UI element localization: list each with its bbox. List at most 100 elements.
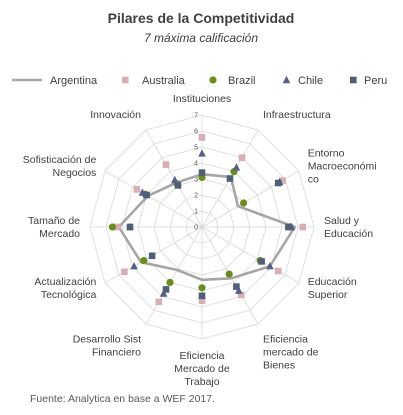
r-tick-label: 0 [194,225,198,232]
point-australia-sofisticacion-de-negocios [133,186,141,193]
category-label-line: Entorno [308,147,345,159]
radar-grid [89,114,315,340]
category-label-eficiencia-mercado-de-bienes: Eficiencia mercado de Bienes [263,333,319,371]
series-australia [113,134,307,306]
point-peru-tamano-de-mercado [126,223,134,231]
category-label-line: Eficiencia [263,333,308,345]
spoke-sofisticacion-de-negocios [104,170,203,228]
point-australia-desarrollo-sist-financiero [155,298,163,306]
category-label-line: Desarrollo Sist [73,333,141,345]
point-brazil-actualizacion-tecnologica [140,257,148,265]
category-label-line: co [308,173,319,185]
point-brazil-eficiencia-mercado-de-trabajo [198,284,206,292]
point-brazil-eficiencia-mercado-de-bienes [225,270,233,278]
category-label-line: Tamaño de [28,215,80,227]
source-footer: Fuente: Analytica en base a WEF 2017. [30,393,215,405]
point-australia-actualizacion-tecnologica [121,268,128,276]
category-label-line: mercado de [263,346,319,358]
point-australia-eficiencia-mercado-de-bienes [237,291,245,299]
category-label-infraestructura: Infraestructura [263,109,331,121]
point-peru-instituciones [198,169,206,176]
r-tick-label: 5 [194,145,198,152]
point-peru-salud-y-educacion [285,223,292,231]
r-tick-label: 2 [194,193,198,200]
legend: Argentina Australia Brazil Chile Peru [12,75,387,87]
point-chile-actualizacion-tecnologica [130,262,138,270]
category-label-line: Mercado [39,228,80,240]
r-tick-label: 6 [194,129,198,136]
series-layer [108,134,307,306]
point-australia-instituciones [198,134,206,141]
category-label-line: Instituciones [173,93,231,105]
point-peru-sofisticacion-de-negocios [143,191,150,199]
point-australia-infraestructura [238,154,246,161]
point-brazil-entorno-macroeconomico [240,199,248,207]
category-label-line: Superior [308,289,348,301]
category-label-line: Mercado de [174,363,230,375]
point-australia-educacion-superior [274,267,282,275]
legend-label: Chile [298,75,323,87]
point-chile-instituciones [198,149,206,157]
point-australia-tamano-de-mercado [113,223,121,231]
legend-label: Argentina [50,75,98,87]
category-label-desarrollo-sist-financiero: Desarrollo Sist Financiero [73,333,141,358]
point-chile-desarrollo-sist-financiero [159,289,168,297]
chart-title: Pilares de la Competitividad [108,10,295,26]
category-labels: Instituciones Infraestructura Entorno Macro… [23,93,377,388]
legend-item-brazil: Brazil [209,75,256,87]
category-label-entorno-macroeconomico: Entorno Macroeconómi co [308,147,377,185]
r-tick-label: 3 [194,177,198,184]
legend-swatch [122,76,129,84]
point-chile-innovacion [171,175,179,184]
legend-item-peru: Peru [350,75,387,87]
series-chile [126,149,296,299]
category-label-tamano-de-mercado: Tamaño de Mercado [28,215,80,240]
category-label-line: Bienes [263,359,295,371]
legend-swatch [209,76,217,84]
legend-item-australia: Australia [122,75,186,87]
legend-item-chile: Chile [282,75,323,87]
legend-item-argentina: Argentina [12,75,98,87]
category-label-line: Innovación [90,109,141,121]
category-label-line: Infraestructura [263,109,331,121]
category-label-line: Educación [324,228,373,240]
category-label-educacion-superior: Educación Superior [308,276,357,301]
category-label-eficiencia-mercado-de-trabajo: Eficiencia Mercado de Trabajo [174,350,230,388]
category-label-salud-y-educacion: Salud y Educación [324,215,373,240]
r-tick-label: 1 [194,209,198,216]
legend-swatch [350,76,357,84]
spoke-educacion-superior [201,226,300,284]
point-peru-innovacion [174,182,182,189]
point-peru-actualizacion-tecnologica [148,252,156,260]
point-peru-desarrollo-sist-financiero [162,286,170,293]
radial-axis-ticks: 0 1 2 3 4 5 6 7 [194,113,198,232]
point-peru-eficiencia-mercado-de-trabajo [198,292,206,300]
point-chile-eficiencia-mercado-de-bienes [235,286,243,294]
chart-subtitle: 7 máxima calificación [144,31,258,45]
point-peru-educacion-superior [258,258,265,265]
r-tick-label: 7 [194,113,198,120]
legend-label: Peru [364,75,387,87]
category-label-instituciones: Instituciones [173,93,231,105]
category-label-sofisticacion-de-negocios: Sofisticación de Negocios [23,154,97,179]
point-australia-innovacion [162,161,170,168]
category-label-line: Eficiencia [180,350,225,362]
point-australia-salud-y-educacion [299,223,307,231]
category-label-innovacion: Innovación [90,109,141,121]
legend-label: Brazil [228,75,256,87]
point-peru-eficiencia-mercado-de-bienes [233,283,240,290]
point-peru-infraestructura [226,175,234,182]
point-brazil-desarrollo-sist-financiero [166,278,174,286]
point-australia-eficiencia-mercado-de-trabajo [198,297,206,304]
category-label-line: Macroeconómi [308,160,377,172]
point-chile-infraestructura [232,163,241,171]
category-label-line: Tecnológica [41,289,97,301]
point-peru-entorno-macroeconomico [274,179,282,187]
category-label-line: Sofisticación de [23,154,97,166]
category-label-line: Educación [308,276,357,288]
point-brazil-tamano-de-mercado [108,223,116,231]
r-tick-label: 4 [194,161,198,168]
legend-swatch [282,75,291,84]
point-chile-educacion-superior [266,262,274,270]
